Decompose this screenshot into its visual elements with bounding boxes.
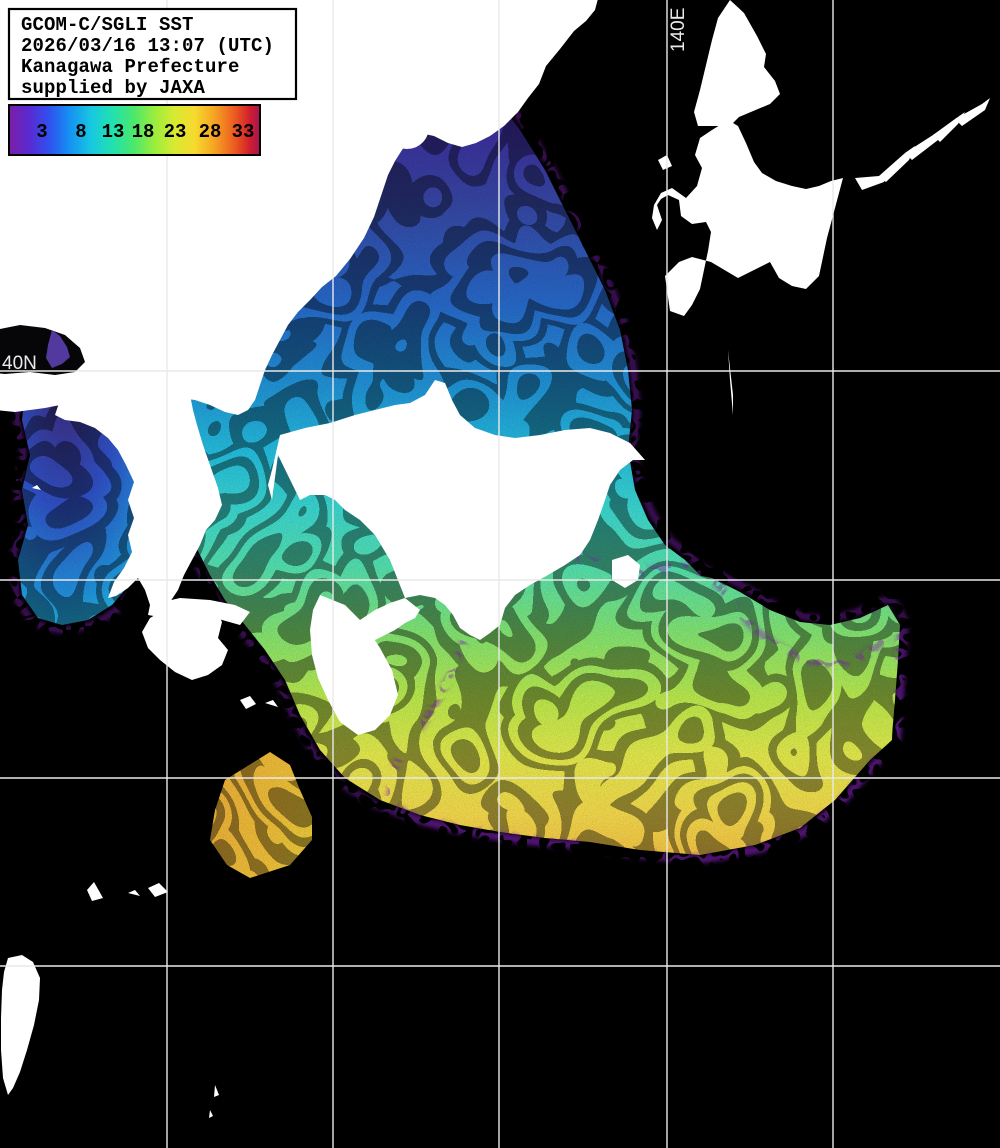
svg-text:supplied by JAXA: supplied by JAXA xyxy=(21,77,206,99)
svg-text:Kanagawa Prefecture: Kanagawa Prefecture xyxy=(21,56,240,78)
svg-text:33: 33 xyxy=(232,121,255,143)
svg-text:13: 13 xyxy=(102,121,125,143)
svg-text:18: 18 xyxy=(132,121,155,143)
svg-text:2026/03/16 13:07 (UTC): 2026/03/16 13:07 (UTC) xyxy=(21,35,274,57)
svg-text:3: 3 xyxy=(36,121,47,143)
svg-text:28: 28 xyxy=(199,121,222,143)
svg-text:GCOM-C/SGLI SST: GCOM-C/SGLI SST xyxy=(21,14,194,36)
svg-text:40N: 40N xyxy=(2,353,37,374)
svg-text:8: 8 xyxy=(75,121,86,143)
svg-text:23: 23 xyxy=(164,121,187,143)
svg-text:140E: 140E xyxy=(668,8,689,52)
